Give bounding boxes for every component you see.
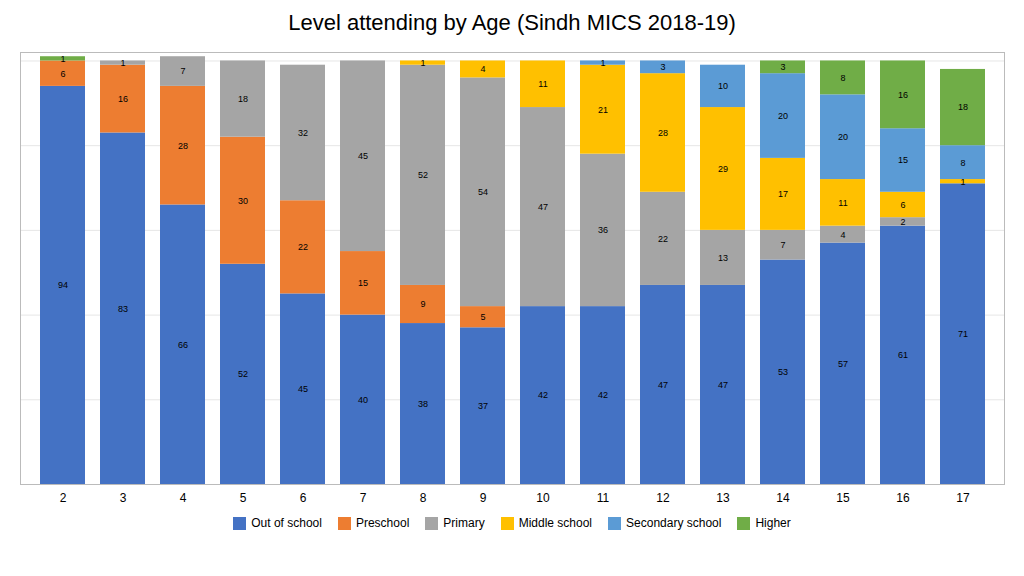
svg-text:20: 20 (778, 111, 788, 121)
svg-text:4: 4 (840, 229, 845, 239)
svg-text:42: 42 (538, 390, 548, 400)
svg-text:9: 9 (420, 299, 425, 309)
svg-text:8: 8 (840, 73, 845, 83)
svg-text:12: 12 (656, 491, 670, 505)
svg-text:7: 7 (780, 240, 785, 250)
svg-text:1: 1 (120, 58, 125, 68)
svg-text:1: 1 (960, 177, 965, 187)
svg-text:52: 52 (238, 369, 248, 379)
svg-text:16: 16 (898, 90, 908, 100)
svg-text:3: 3 (120, 491, 127, 505)
svg-text:1: 1 (600, 58, 605, 68)
svg-text:22: 22 (298, 242, 308, 252)
svg-text:18: 18 (238, 94, 248, 104)
html-text:Primary: Primary (443, 516, 485, 530)
svg-text:18: 18 (958, 102, 968, 112)
svg-text:10: 10 (536, 491, 550, 505)
svg-text:6: 6 (900, 200, 905, 210)
html-text:Higher: Higher (755, 516, 791, 530)
svg-text:66: 66 (178, 340, 188, 350)
svg-text:83: 83 (118, 304, 128, 314)
svg-text:1: 1 (420, 58, 425, 68)
html-text:Out of school: Out of school (251, 516, 322, 530)
svg-text:40: 40 (358, 395, 368, 405)
svg-text:17: 17 (956, 491, 970, 505)
html-text:Preschool: Preschool (355, 516, 410, 530)
svg-text:13: 13 (716, 491, 730, 505)
svg-text:7: 7 (360, 491, 367, 505)
svg-text:32: 32 (298, 128, 308, 138)
svg-text:54: 54 (478, 187, 488, 197)
svg-text:10: 10 (718, 81, 728, 91)
svg-text:45: 45 (358, 151, 368, 161)
svg-text:14: 14 (776, 491, 790, 505)
svg-text:15: 15 (358, 278, 368, 288)
svg-text:11: 11 (538, 79, 547, 89)
svg-text:47: 47 (718, 380, 728, 390)
svg-text:2: 2 (60, 491, 67, 505)
svg-text:47: 47 (538, 202, 548, 212)
svg-text:20: 20 (838, 132, 848, 142)
html-text:Level attending by Age (Sindh: Level attending by Age (Sindh MICS 2018-… (288, 10, 736, 35)
svg-text:2: 2 (900, 217, 905, 227)
svg-text:16: 16 (118, 94, 128, 104)
svg-text:4: 4 (180, 491, 187, 505)
svg-text:9: 9 (480, 491, 487, 505)
svg-text:16: 16 (896, 491, 910, 505)
svg-text:5: 5 (240, 491, 247, 505)
svg-text:53: 53 (778, 367, 788, 377)
svg-text:52: 52 (418, 170, 428, 180)
svg-text:5: 5 (480, 312, 485, 322)
svg-text:21: 21 (598, 105, 608, 115)
svg-text:61: 61 (898, 350, 908, 360)
svg-text:47: 47 (658, 380, 668, 390)
svg-text:8: 8 (960, 157, 965, 167)
svg-text:30: 30 (238, 196, 248, 206)
svg-text:42: 42 (598, 390, 608, 400)
svg-text:22: 22 (658, 234, 668, 244)
svg-text:38: 38 (418, 399, 428, 409)
svg-text:6: 6 (60, 69, 65, 79)
svg-text:15: 15 (898, 155, 908, 165)
svg-text:17: 17 (778, 189, 788, 199)
svg-text:11: 11 (597, 491, 610, 505)
svg-text:4: 4 (480, 64, 485, 74)
svg-text:13: 13 (718, 253, 728, 263)
svg-text:57: 57 (838, 359, 848, 369)
svg-text:28: 28 (178, 141, 188, 151)
svg-text:94: 94 (58, 280, 68, 290)
svg-text:37: 37 (478, 401, 488, 411)
html-text:Secondary school: Secondary school (626, 516, 722, 530)
svg-text:3: 3 (780, 62, 785, 72)
svg-text:28: 28 (658, 128, 668, 138)
svg-text:15: 15 (836, 491, 850, 505)
svg-text:11: 11 (838, 198, 847, 208)
svg-text:71: 71 (958, 329, 968, 339)
html-text:Middle school: Middle school (518, 516, 592, 530)
svg-text:8: 8 (420, 491, 427, 505)
svg-text:29: 29 (718, 164, 728, 174)
svg-text:1: 1 (60, 54, 65, 64)
svg-text:45: 45 (298, 384, 308, 394)
svg-text:7: 7 (180, 66, 185, 76)
svg-text:36: 36 (598, 225, 608, 235)
svg-text:3: 3 (660, 62, 665, 72)
svg-text:6: 6 (300, 491, 307, 505)
